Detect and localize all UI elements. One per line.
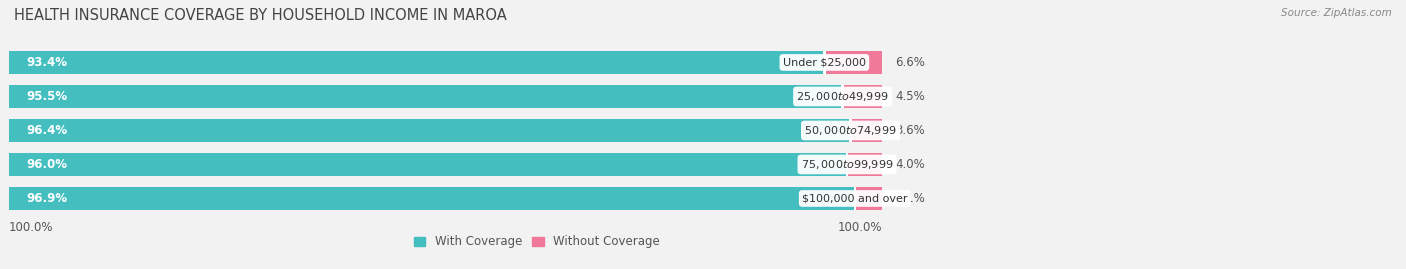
Text: 100.0%: 100.0%: [838, 221, 882, 233]
Bar: [846, 153, 848, 176]
Bar: [8, 187, 855, 210]
Text: 3.1%: 3.1%: [896, 192, 925, 205]
Bar: [853, 187, 856, 210]
Text: 95.5%: 95.5%: [27, 90, 67, 103]
Text: 4.5%: 4.5%: [896, 90, 925, 103]
Text: 4.0%: 4.0%: [896, 158, 925, 171]
Bar: [841, 85, 844, 108]
Text: $100,000 and over: $100,000 and over: [803, 193, 908, 203]
Legend: With Coverage, Without Coverage: With Coverage, Without Coverage: [413, 235, 659, 249]
Text: 100.0%: 100.0%: [8, 221, 53, 233]
Bar: [842, 85, 882, 108]
Text: $25,000 to $49,999: $25,000 to $49,999: [796, 90, 889, 103]
Bar: [8, 187, 882, 210]
Text: Source: ZipAtlas.com: Source: ZipAtlas.com: [1281, 8, 1392, 18]
Text: 93.4%: 93.4%: [27, 56, 67, 69]
Text: 6.6%: 6.6%: [896, 56, 925, 69]
Bar: [846, 153, 882, 176]
Text: 3.6%: 3.6%: [896, 124, 925, 137]
Text: Under $25,000: Under $25,000: [783, 58, 866, 68]
Bar: [823, 51, 825, 74]
Bar: [8, 51, 882, 74]
Bar: [8, 85, 882, 108]
Text: $50,000 to $74,999: $50,000 to $74,999: [804, 124, 897, 137]
Bar: [824, 51, 882, 74]
Bar: [851, 119, 882, 142]
Bar: [855, 187, 882, 210]
Text: 96.0%: 96.0%: [27, 158, 67, 171]
Bar: [8, 85, 842, 108]
Text: HEALTH INSURANCE COVERAGE BY HOUSEHOLD INCOME IN MAROA: HEALTH INSURANCE COVERAGE BY HOUSEHOLD I…: [14, 8, 506, 23]
Bar: [8, 119, 882, 142]
Bar: [8, 153, 846, 176]
Text: 96.4%: 96.4%: [27, 124, 67, 137]
Bar: [8, 153, 882, 176]
Text: $75,000 to $99,999: $75,000 to $99,999: [801, 158, 893, 171]
Bar: [849, 119, 852, 142]
Text: 96.9%: 96.9%: [27, 192, 67, 205]
Bar: [8, 119, 851, 142]
Bar: [8, 51, 824, 74]
